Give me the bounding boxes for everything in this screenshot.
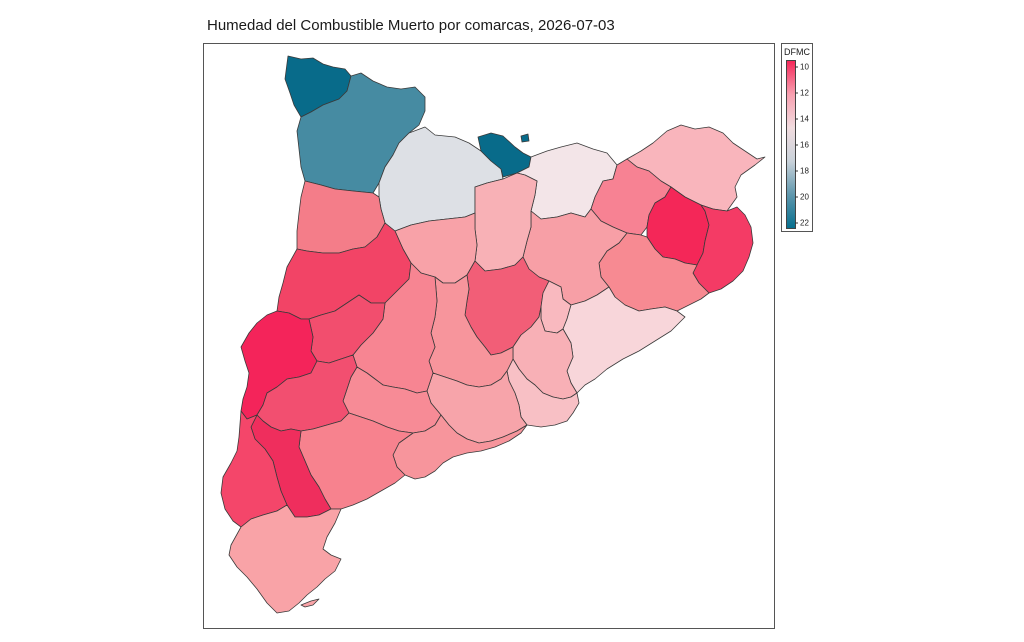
legend-tick-label: 18 <box>795 166 809 175</box>
region-baix-emporda[interactable] <box>692 204 754 294</box>
region-llivia[interactable] <box>520 133 530 143</box>
colorbar-legend: DFMC 10 12 14 16 18 20 22 <box>781 43 813 232</box>
region-delta-spit[interactable] <box>300 598 320 608</box>
legend-tick-label: 14 <box>795 114 809 123</box>
legend-tick-label: 20 <box>795 192 809 201</box>
map-panel <box>203 43 775 629</box>
legend-tick-label: 22 <box>795 218 809 227</box>
legend-tick-label: 12 <box>795 88 809 97</box>
map-title: Humedad del Combustible Muerto por comar… <box>207 17 615 34</box>
legend-title: DFMC <box>784 47 810 57</box>
legend-tick-label: 16 <box>795 140 809 149</box>
region-baix-ebre-montsia[interactable] <box>228 504 342 614</box>
catalonia-map <box>220 55 766 614</box>
region-alta-ribagorca-pallars-sobira[interactable] <box>296 72 426 194</box>
legend-tick-label: 10 <box>795 62 809 71</box>
